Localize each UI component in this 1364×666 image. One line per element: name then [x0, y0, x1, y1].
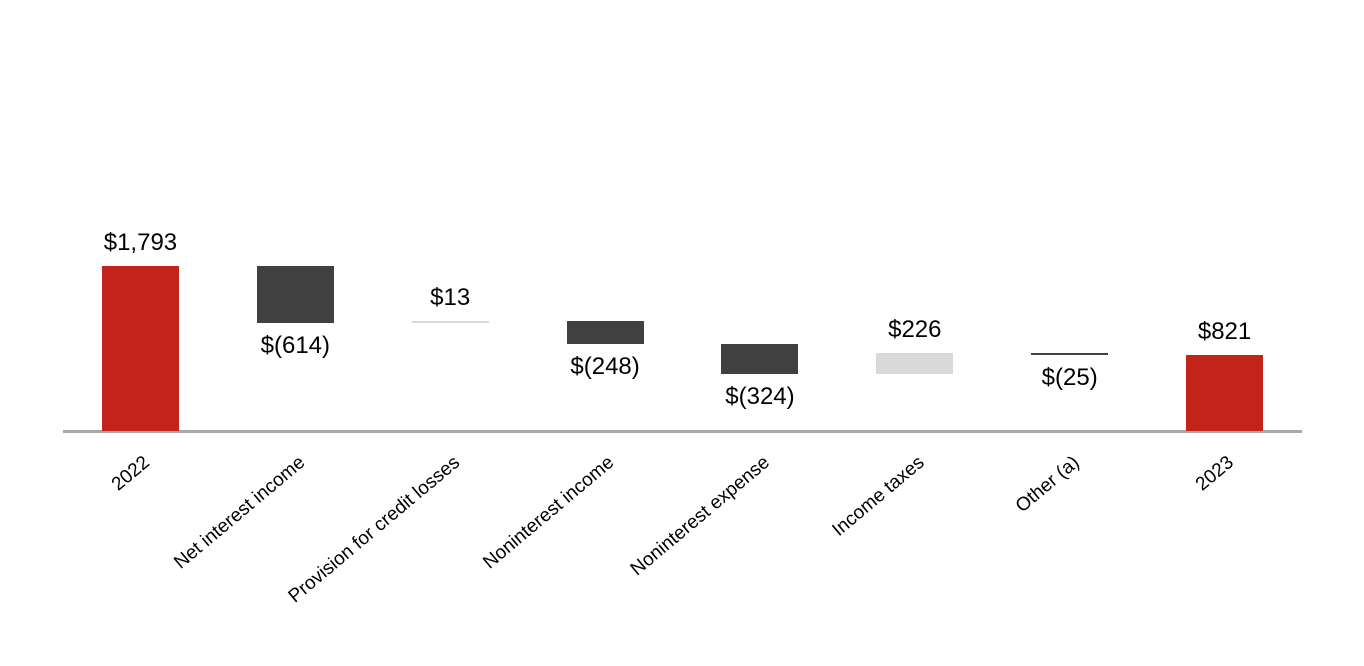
x-axis-label: Noninterest income: [479, 452, 619, 574]
data-label: $821: [1197, 318, 1252, 346]
bar-noninterest-expense: [721, 344, 799, 374]
x-axis-label: Other (a): [1011, 452, 1084, 517]
bar-2023: [1186, 355, 1264, 431]
x-axis-line: [63, 430, 1302, 433]
bar-net-interest-income: [256, 266, 334, 323]
x-axis-label: 2022: [108, 452, 154, 496]
x-axis-label: 2023: [1192, 452, 1239, 496]
data-label: $1,793: [103, 229, 178, 256]
data-label: $(324): [725, 382, 795, 410]
data-label: $226: [888, 316, 942, 344]
bar-provision-for-credit-losses: [411, 321, 489, 324]
data-label: $(248): [570, 353, 640, 381]
bar-2022: [101, 266, 179, 431]
data-label: $(614): [260, 331, 330, 359]
bar-income-taxes: [876, 353, 954, 374]
x-axis-label: Provision for credit losses: [284, 452, 464, 608]
x-axis-label: Income taxes: [828, 452, 929, 541]
x-axis-label: Noninterest expense: [626, 452, 774, 581]
bar-noninterest-income: [566, 321, 644, 345]
data-label: $13: [430, 284, 471, 312]
bar-other-a: [1031, 353, 1109, 356]
data-label: $(25): [1041, 364, 1098, 392]
x-axis-label: Net interest income: [169, 452, 309, 574]
